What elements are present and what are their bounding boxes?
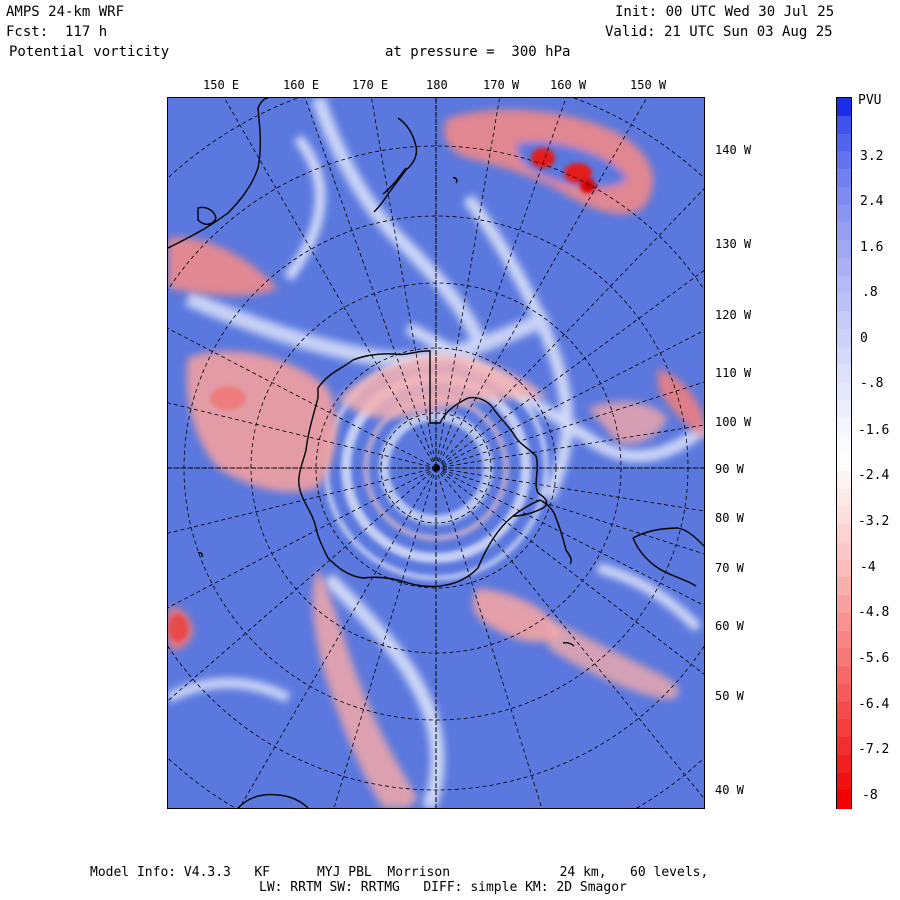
colorbar-tick: -4.8 [858,605,890,620]
colorbar-segment [837,204,851,223]
antarctic-peninsula [512,499,572,565]
strong-negative-pv-cores [168,148,596,642]
pole-axes [168,98,704,808]
lon-label: 130 W [715,237,752,251]
colorbar-segment [837,595,851,614]
small-island [452,177,458,184]
pv-streamers [168,98,704,808]
model-title: AMPS 24-km WRF [6,4,125,20]
colorbar-tick: -4 [860,560,876,575]
colorbar-segment [837,399,851,418]
model-info-line1: Model Info: V4.3.3 KF MYJ PBL Morrison 2… [90,865,709,880]
colorbar-segment [837,346,851,365]
colorbar-segment [837,222,851,241]
colorbar-segment [837,133,851,152]
antarctica-coast [298,350,548,588]
lon-label: 110 W [715,366,752,380]
new-zealand-coast [373,117,418,213]
lon-label: 70 W [715,561,744,575]
colorbar-segment [837,98,851,117]
forecast-hour: Fcst: 117 h [6,24,108,40]
colorbar-segment [837,630,851,649]
lon-label: 170 W [483,78,520,92]
colorbar-segment [837,612,851,631]
lon-label: 80 W [715,511,744,525]
lon-label: 60 W [715,619,744,633]
colorbar-segment [837,506,851,525]
colorbar-segment [837,701,851,720]
colorbar-segment [837,683,851,702]
lon-label: 40 W [715,783,744,797]
south-georgia [562,642,575,647]
lon-label: 170 E [352,78,389,92]
colorbar-segment [837,541,851,560]
colorbar-segment [837,311,851,330]
colorbar-segment [837,719,851,738]
south-america-coast [632,527,704,587]
colorbar-tick: 2.4 [860,194,884,209]
colorbar-segment [837,364,851,383]
field-name: Potential vorticity [9,44,170,60]
colorbar-segment [837,240,851,259]
colorbar-tick: 3.2 [860,149,884,164]
init-time: Init: 00 UTC Wed 30 Jul 25 [615,4,835,20]
colorbar-tick: -6.4 [858,697,890,712]
colorbar-segment [837,293,851,312]
colorbar-tick: -2.4 [858,468,890,483]
lon-label: 150 E [203,78,240,92]
colorbar-segment [837,524,851,543]
colorbar-segment [837,453,851,472]
colorbar-segment [837,151,851,170]
colorbar-segment [837,488,851,507]
colorbar-segment [837,417,851,436]
colorbar-segment [837,169,851,188]
lon-label: 180 [426,78,448,92]
colorbar-tick: 0 [860,331,868,346]
colorbar-segment [837,115,851,134]
colorbar-tick: -8 [862,788,878,803]
colorbar-segment [837,577,851,596]
colorbar-tick: -3.2 [858,514,890,529]
colorbar-segment [837,737,851,756]
lon-label: 100 W [715,415,752,429]
australia-coast [168,98,269,249]
colorbar-segment [837,754,851,773]
colorbar-tick: .8 [862,285,878,300]
model-info-line2: LW: RRTM SW: RRTMG DIFF: simple KM: 2D S… [259,880,627,895]
colorbar-tick: 1.6 [860,240,884,255]
pressure-level: at pressure = 300 hPa [385,44,571,60]
tasmania-coast [197,206,217,225]
colorbar [836,97,852,809]
lon-label: 120 W [715,308,752,322]
colorbar-segment [837,790,851,809]
coastlines [168,98,704,808]
colorbar-segment [837,666,851,685]
colorbar-segment [837,257,851,276]
lon-label: 50 W [715,689,744,703]
africa-coast [237,793,309,808]
lon-label: 140 W [715,143,752,157]
colorbar-tick: -1.6 [858,423,890,438]
lon-label: 150 W [630,78,667,92]
colorbar-segment [837,648,851,667]
colorbar-segment [837,470,851,489]
colorbar-segment [837,435,851,454]
colorbar-tick: -7.2 [858,742,890,757]
colorbar-segment [837,328,851,347]
pv-map-graphic [168,98,704,808]
colorbar-tick: -.8 [860,376,884,391]
colorbar-segment [837,186,851,205]
pv-map [167,97,705,809]
colorbar-unit: PVU [858,93,882,108]
colorbar-segment [837,382,851,401]
lon-label: 90 W [715,462,744,476]
colorbar-segment [837,275,851,294]
colorbar-segment [837,559,851,578]
valid-time: Valid: 21 UTC Sun 03 Aug 25 [605,24,833,40]
colorbar-tick: -5.6 [858,651,890,666]
lon-label: 160 E [283,78,320,92]
lon-label: 160 W [550,78,587,92]
colorbar-segment [837,772,851,791]
small-island [197,552,203,558]
